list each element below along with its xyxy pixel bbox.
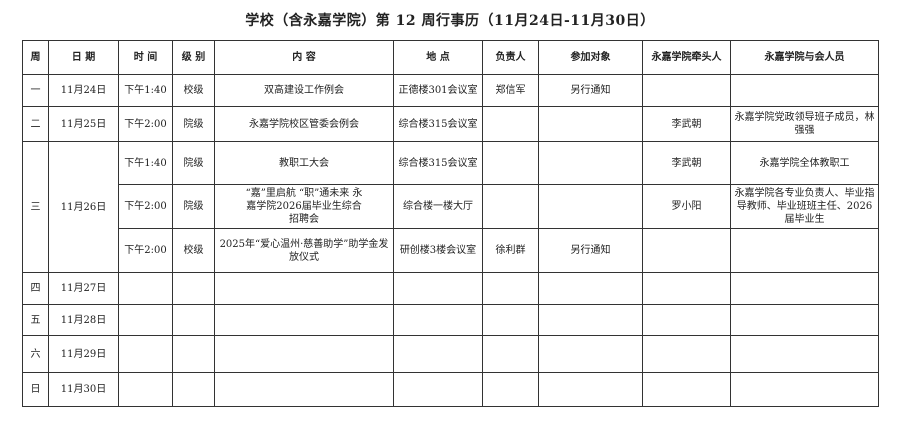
table-row: 下午2:00 校级 2025年“爱心温州·慈善助学”助学金发放仪式 研创楼3楼会… <box>23 228 879 273</box>
week-cell: 日 <box>22 372 49 407</box>
participants-cell: 另行通知 <box>538 228 643 273</box>
participants-cell <box>538 106 643 142</box>
lead-cell: 李武朝 <box>642 106 731 142</box>
owner-cell <box>482 106 539 142</box>
date-cell: 11月30日 <box>48 372 119 407</box>
table-row: 五 11月28日 <box>22 304 879 336</box>
week-cell: 六 <box>22 335 49 373</box>
header-row: 周 日 期 时 间 级 别 内 容 地 点 负责人 参加对象 永嘉学院牵头人 永… <box>22 40 879 75</box>
participants-cell <box>538 141 643 185</box>
time-cell: 下午2:00 <box>118 106 173 142</box>
header-time: 时 间 <box>118 40 173 75</box>
content-cell: 双高建设工作例会 <box>214 74 394 107</box>
content-cell: 2025年“爱心温州·慈善助学”助学金发放仪式 <box>214 228 394 273</box>
attendees-cell <box>730 228 879 273</box>
time-cell: 下午2:00 <box>118 184 173 229</box>
place-cell: 综合楼315会议室 <box>393 106 483 142</box>
date-cell: 11月25日 <box>48 106 119 142</box>
table-row: 下午2:00 院级 “嘉”里启航 “职”通未来 永嘉学院2026届毕业生综合招聘… <box>23 184 879 229</box>
lead-cell: 罗小阳 <box>642 184 731 229</box>
header-lead: 永嘉学院牵头人 <box>642 40 731 75</box>
week-cell: 二 <box>22 106 49 142</box>
owner-cell <box>482 141 539 185</box>
week-cell: 一 <box>22 74 49 107</box>
week-cell: 五 <box>22 304 49 336</box>
participants-cell <box>538 184 643 229</box>
date-cell: 11月29日 <box>48 335 119 373</box>
level-cell: 院级 <box>172 184 215 229</box>
header-week: 周 <box>22 40 49 75</box>
attendees-cell: 永嘉学院党政领导班子成员，林强强 <box>730 106 879 142</box>
owner-cell: 郑信军 <box>482 74 539 107</box>
week-cell: 三 <box>22 141 49 273</box>
schedule-table: 周 日 期 时 间 级 别 内 容 地 点 负责人 参加对象 永嘉学院牵头人 永… <box>22 40 879 407</box>
place-cell: 研创楼3楼会议室 <box>393 228 483 273</box>
header-level: 级 别 <box>172 40 215 75</box>
lead-cell <box>642 74 731 107</box>
lead-cell <box>642 228 731 273</box>
table-row: 三 11月26日 下午1:40 院级 教职工大会 综合楼315会议室 李武朝 永… <box>22 141 879 273</box>
time-cell: 下午1:40 <box>118 141 173 185</box>
header-place: 地 点 <box>393 40 483 75</box>
attendees-cell: 永嘉学院各专业负责人、毕业指导教师、毕业班班主任、2026届毕业生 <box>730 184 879 229</box>
level-cell: 院级 <box>172 106 215 142</box>
date-cell: 11月24日 <box>48 74 119 107</box>
header-attendees: 永嘉学院与会人员 <box>730 40 879 75</box>
level-cell: 院级 <box>172 141 215 185</box>
table-row: 一 11月24日 下午1:40 校级 双高建设工作例会 正德楼301会议室 郑信… <box>22 74 879 107</box>
content-cell: “嘉”里启航 “职”通未来 永嘉学院2026届毕业生综合招聘会 <box>214 184 394 229</box>
place-cell: 综合楼315会议室 <box>393 141 483 185</box>
header-owner: 负责人 <box>482 40 539 75</box>
header-content: 内 容 <box>214 40 394 75</box>
header-participants: 参加对象 <box>538 40 643 75</box>
table-row: 二 11月25日 下午2:00 院级 永嘉学院校区管委会例会 综合楼315会议室… <box>22 106 879 142</box>
place-cell: 正德楼301会议室 <box>393 74 483 107</box>
participants-cell: 另行通知 <box>538 74 643 107</box>
header-date: 日 期 <box>48 40 119 75</box>
place-cell: 综合楼一楼大厅 <box>393 184 483 229</box>
time-cell: 下午1:40 <box>118 74 173 107</box>
page-title: 学校（含永嘉学院）第 12 周行事历（11月24日-11月30日） <box>245 13 655 29</box>
owner-cell: 徐利群 <box>482 228 539 273</box>
owner-cell <box>482 184 539 229</box>
time-cell: 下午2:00 <box>118 228 173 273</box>
content-cell: 教职工大会 <box>214 141 394 185</box>
table-row: 日 11月30日 <box>22 372 879 407</box>
table-row: 六 11月29日 <box>22 335 879 373</box>
table-row: 四 11月27日 <box>22 272 879 305</box>
attendees-cell <box>730 74 879 107</box>
date-cell: 11月28日 <box>48 304 119 336</box>
week-cell: 四 <box>22 272 49 305</box>
content-cell: 永嘉学院校区管委会例会 <box>214 106 394 142</box>
level-cell: 校级 <box>172 74 215 107</box>
date-cell: 11月27日 <box>48 272 119 305</box>
level-cell: 校级 <box>172 228 215 273</box>
date-cell: 11月26日 <box>48 141 119 273</box>
lead-cell: 李武朝 <box>642 141 731 185</box>
attendees-cell: 永嘉学院全体教职工 <box>730 141 879 185</box>
